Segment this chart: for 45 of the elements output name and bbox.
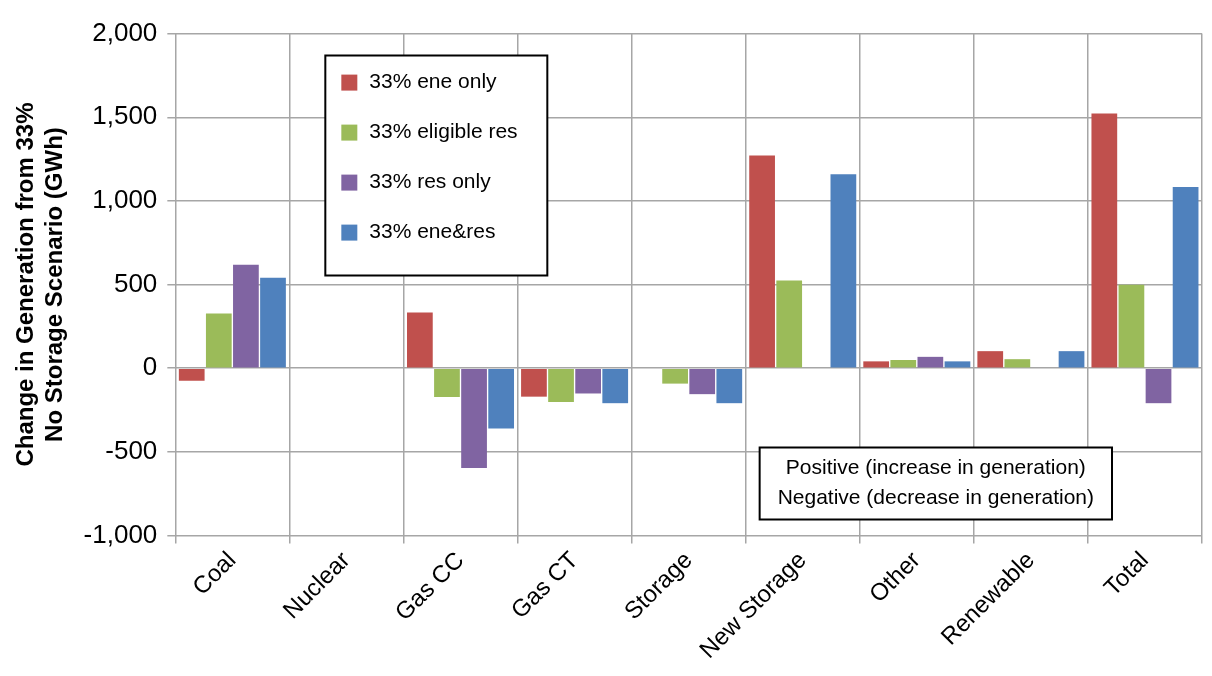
bar: [890, 360, 917, 368]
legend-label: 33% ene&res: [369, 219, 496, 243]
bar: [917, 356, 944, 368]
y-tick-label: 2,000: [92, 16, 158, 47]
bar: [205, 313, 232, 368]
bar: [521, 368, 547, 397]
bar: [944, 361, 971, 368]
bar: [260, 277, 286, 368]
bar: [602, 368, 629, 404]
bar: [178, 368, 205, 381]
x-tick-label: Gas CC: [389, 545, 469, 626]
bar: [689, 368, 716, 395]
bar: [575, 368, 601, 394]
bar: [977, 351, 1004, 368]
y-tick-label: -500: [105, 435, 158, 466]
bar: [548, 368, 574, 403]
bar: [434, 368, 460, 397]
bar: [830, 174, 857, 368]
annotation: Negative (decrease in generation): [777, 485, 1094, 509]
y-tick-label: -1,000: [83, 518, 158, 549]
bar: [863, 361, 890, 368]
bar: [461, 368, 487, 468]
bar: [233, 264, 259, 368]
bar: [1058, 351, 1085, 368]
bar: [749, 155, 775, 368]
bar: [1172, 187, 1199, 368]
y-tick-label: 0: [142, 351, 158, 382]
legend-label: 33% eligible res: [369, 119, 518, 143]
bar: [1004, 359, 1031, 368]
legend-label: 33% res only: [369, 169, 492, 193]
bar: [488, 368, 515, 429]
y-tick-label: 1,500: [92, 100, 158, 131]
legend-label: 33% ene only: [369, 69, 498, 93]
bar: [1118, 284, 1145, 368]
bar: [776, 280, 803, 368]
y-tick-label: 1,000: [92, 184, 158, 215]
bar: [407, 312, 433, 368]
y-tick-label: 500: [113, 267, 158, 298]
bar: [1145, 368, 1172, 404]
y-axis-title: Change in Generation from 33% No Storage Scenario (GWh): [11, 102, 67, 467]
bar: [1091, 113, 1118, 368]
bar: [716, 368, 743, 404]
x-tick-label: Gas CT: [505, 545, 584, 624]
bar: [662, 368, 688, 384]
annotation: Positive (increase in generation): [785, 455, 1086, 479]
